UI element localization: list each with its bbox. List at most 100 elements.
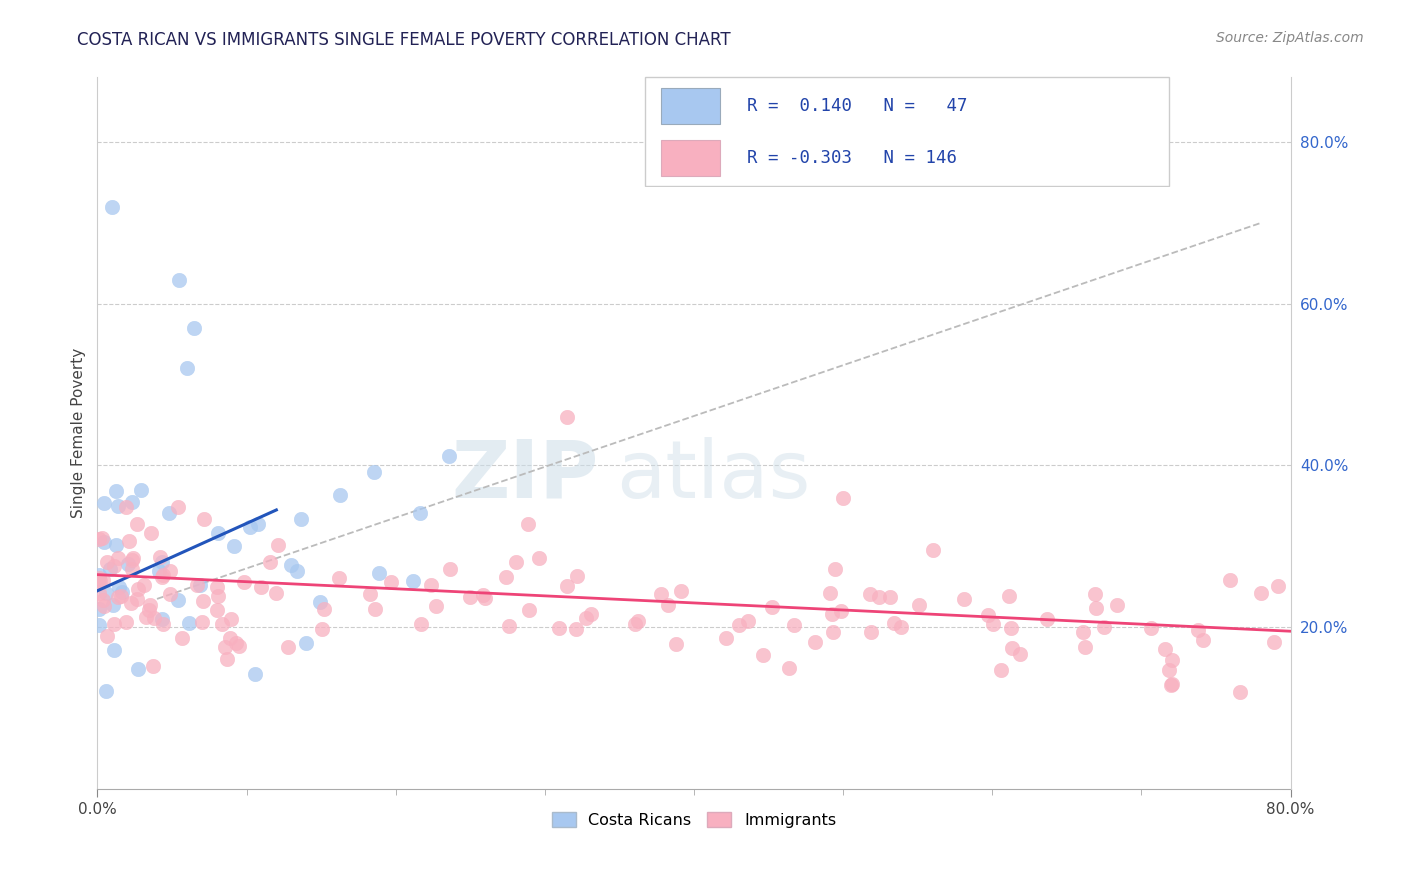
Point [239, 520, 262, 534]
Point [727, 618, 749, 632]
Point [830, 604, 852, 618]
Point [188, 578, 211, 592]
Point [138, 603, 160, 617]
Point [1092, 620, 1115, 634]
Point [832, 491, 855, 505]
Point [107, 499, 129, 513]
Point [368, 566, 391, 581]
Text: Source: ZipAtlas.com: Source: ZipAtlas.com [1216, 31, 1364, 45]
Point [152, 567, 174, 582]
Point [1229, 685, 1251, 699]
Text: R =  0.140   N =   47: R = 0.140 N = 47 [747, 97, 967, 115]
Point [517, 603, 540, 617]
Point [1000, 621, 1022, 635]
Point [243, 667, 266, 681]
Point [139, 598, 162, 612]
Point [868, 590, 890, 604]
Point [219, 631, 242, 645]
Point [103, 616, 125, 631]
Point [401, 574, 423, 589]
Point [87, 575, 110, 590]
Point [150, 555, 173, 569]
Point [211, 616, 233, 631]
Point [207, 526, 229, 541]
Point [783, 617, 806, 632]
Point [157, 506, 180, 520]
Point [205, 581, 228, 595]
Point [215, 652, 238, 666]
Point [328, 571, 350, 585]
Point [219, 612, 242, 626]
Point [439, 562, 461, 576]
Point [420, 578, 443, 592]
Point [565, 622, 588, 636]
Point [1192, 632, 1215, 647]
Point [114, 615, 136, 630]
Point [191, 615, 214, 629]
Point [111, 585, 134, 599]
Point [205, 603, 228, 617]
Point [555, 579, 578, 593]
Point [96, 555, 118, 569]
Point [778, 661, 800, 675]
Point [665, 637, 688, 651]
Point [285, 564, 308, 578]
Point [96, 585, 118, 599]
Point [555, 409, 578, 424]
Point [472, 588, 495, 602]
Point [103, 559, 125, 574]
Point [177, 616, 200, 631]
Point [87, 533, 110, 547]
Point [458, 590, 481, 604]
Point [107, 550, 129, 565]
Bar [661, 140, 720, 177]
Point [409, 506, 432, 520]
Point [505, 555, 527, 569]
Point [1267, 579, 1289, 593]
Point [737, 614, 759, 628]
Point [159, 564, 181, 578]
Point [115, 500, 138, 515]
Point [89, 602, 111, 616]
Point [98, 562, 121, 576]
Point [91, 573, 114, 587]
Point [280, 558, 302, 573]
Point [207, 589, 229, 603]
Point [1219, 574, 1241, 588]
Point [193, 594, 215, 608]
Point [150, 569, 173, 583]
Point [818, 586, 841, 600]
Point [359, 587, 381, 601]
Point [890, 620, 912, 634]
Point [1105, 598, 1128, 612]
Point [91, 531, 114, 545]
Point [1161, 653, 1184, 667]
Point [752, 648, 775, 663]
Point [879, 590, 901, 604]
Point [105, 483, 128, 498]
Point [89, 574, 111, 588]
Point [437, 449, 460, 463]
Point [1161, 677, 1184, 691]
Text: atlas: atlas [616, 437, 811, 515]
Point [110, 589, 132, 603]
Point [1036, 612, 1059, 626]
Point [246, 516, 269, 531]
Point [225, 636, 247, 650]
Point [89, 568, 111, 582]
Point [101, 200, 124, 214]
Text: ZIP: ZIP [451, 437, 599, 515]
Point [364, 602, 387, 616]
Point [1263, 635, 1285, 649]
Point [657, 598, 679, 612]
Point [623, 617, 645, 632]
Point [527, 550, 550, 565]
Legend: Costa Ricans, Immigrants: Costa Ricans, Immigrants [546, 805, 842, 834]
Point [250, 580, 273, 594]
Point [859, 587, 882, 601]
Point [821, 607, 844, 622]
Point [167, 500, 190, 515]
Point [89, 571, 111, 585]
Point [380, 575, 402, 590]
Point [127, 516, 149, 531]
